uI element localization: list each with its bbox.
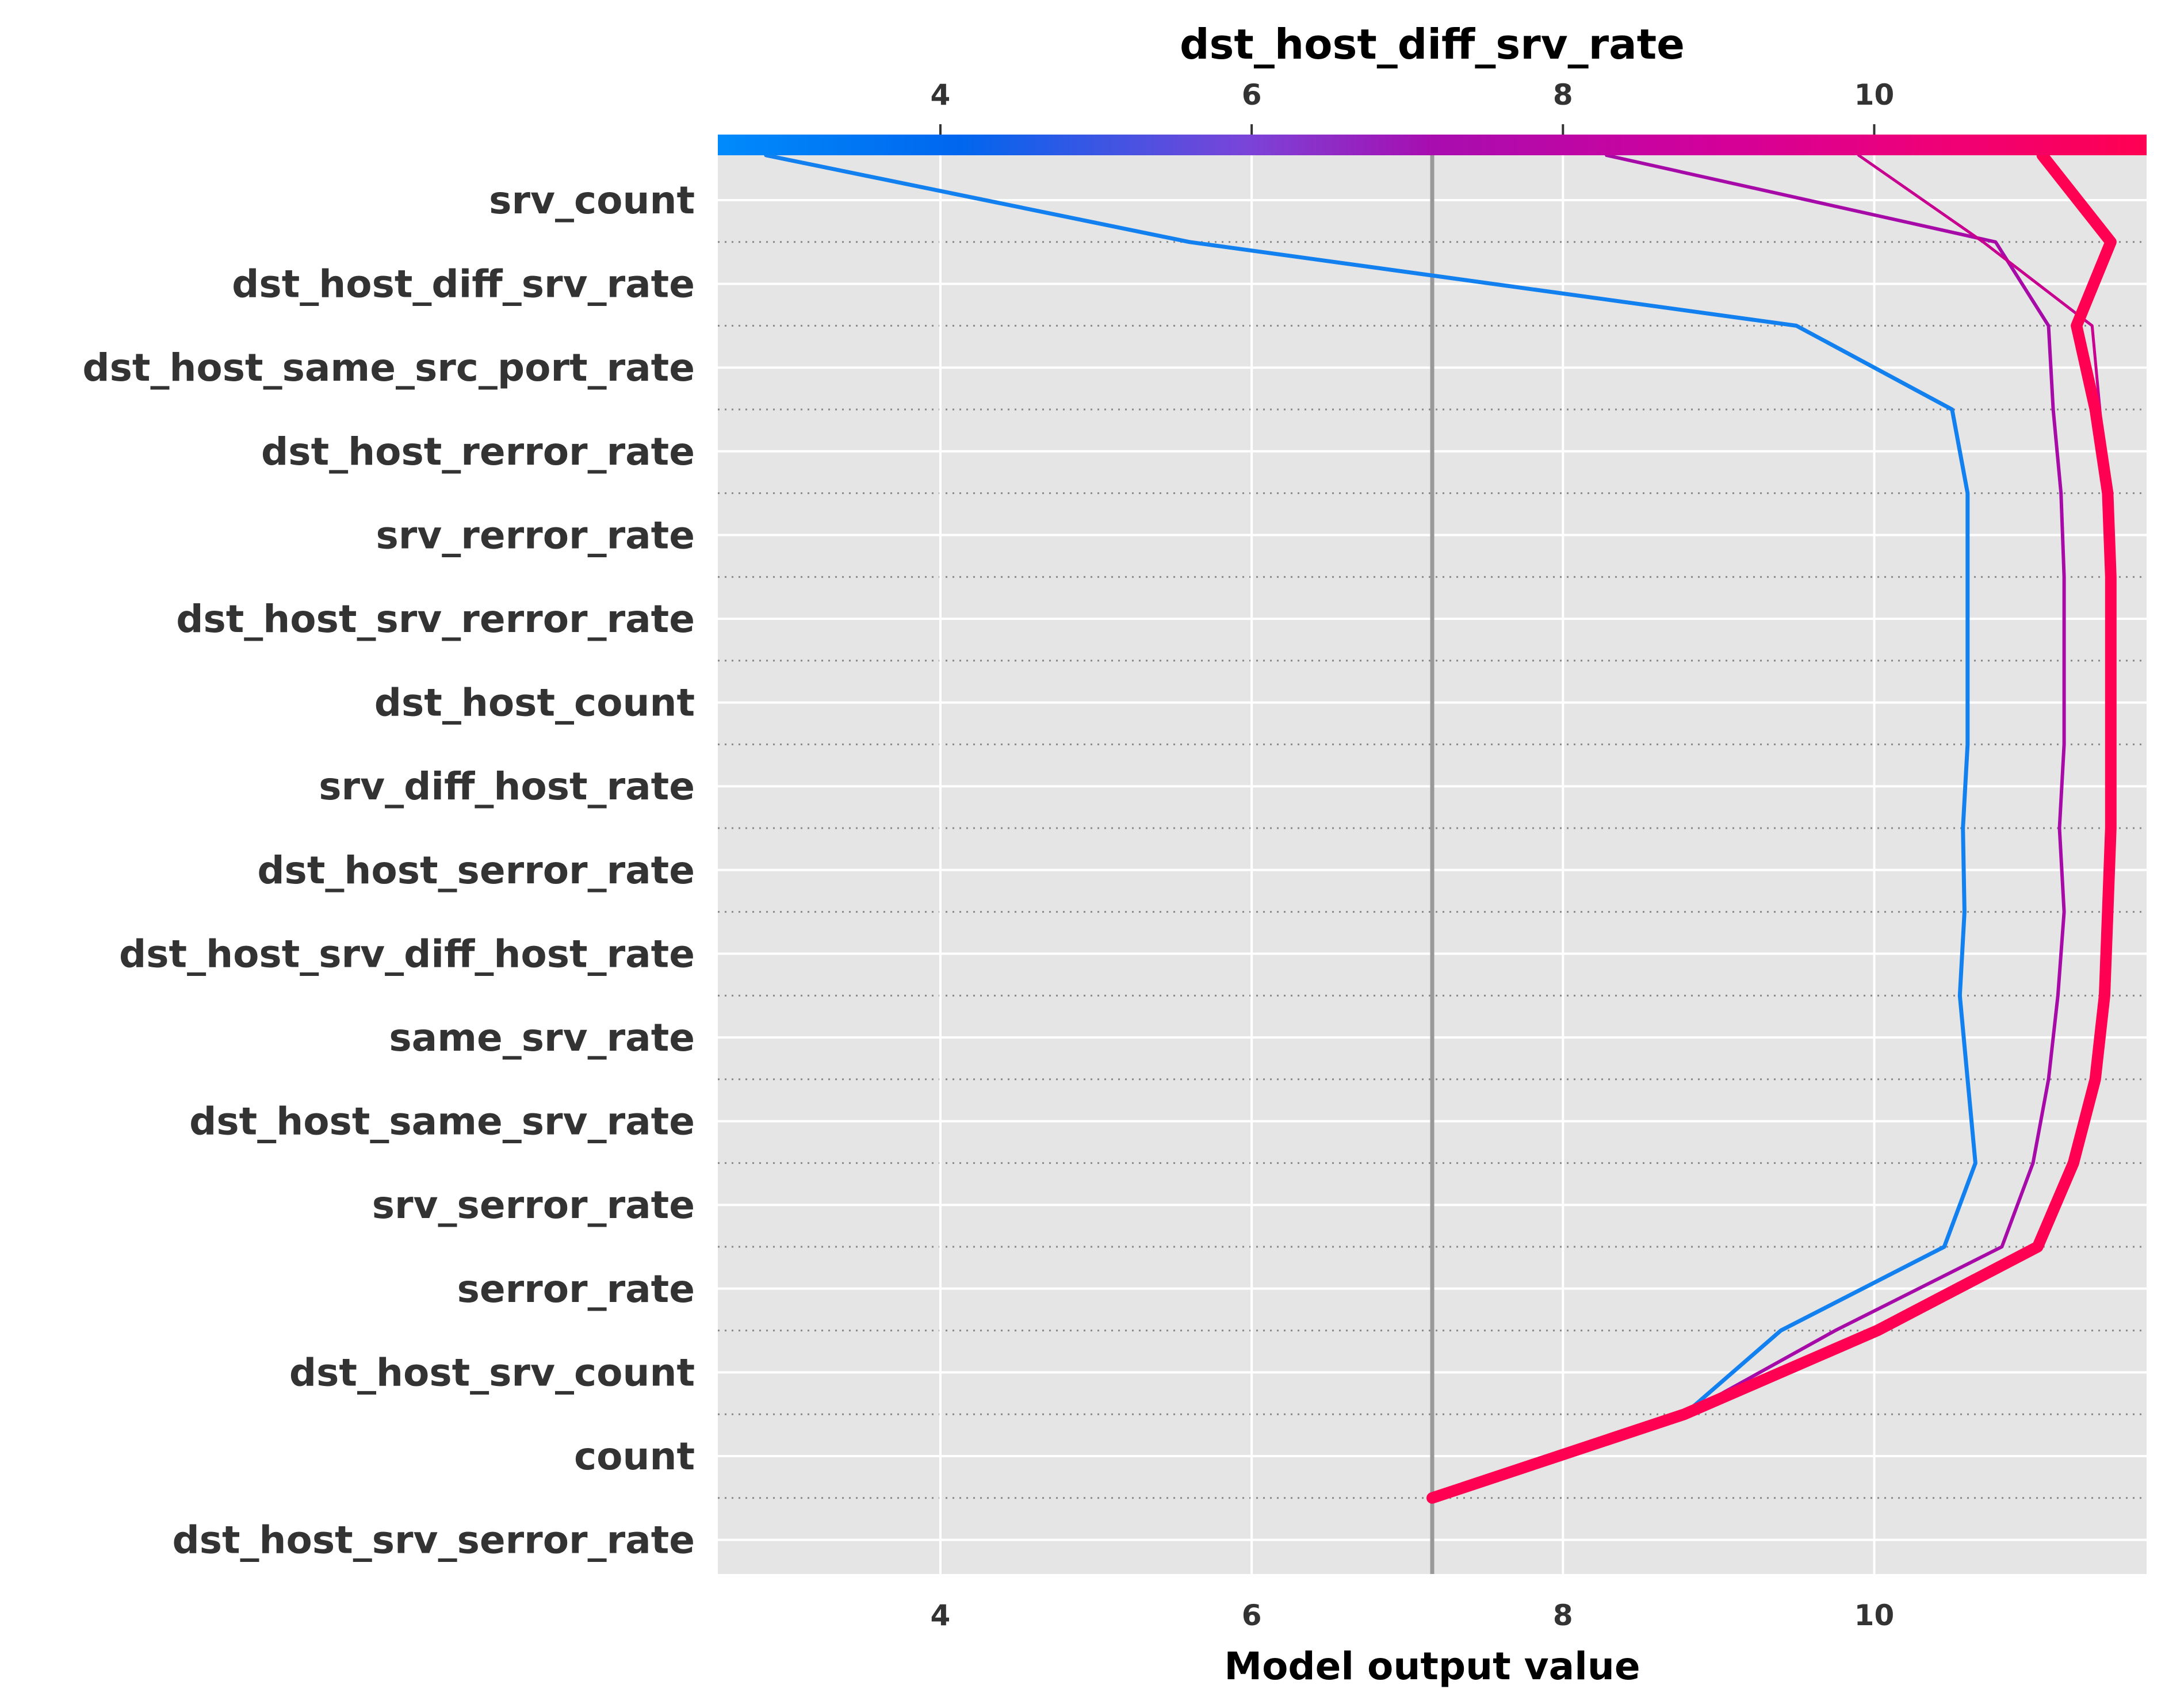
chart-title: dst_host_diff_srv_rate [1180, 20, 1685, 68]
feature-label: dst_host_same_src_port_rate [82, 346, 695, 390]
x-tick-label: 8 [1553, 1599, 1573, 1632]
feature-label: dst_host_rerror_rate [261, 430, 695, 474]
feature-labels: srv_count dst_host_diff_srv_rate dst_host_… [82, 178, 695, 1563]
top-tick-label: 4 [931, 78, 951, 112]
top-tick-label: 6 [1242, 78, 1262, 112]
feature-label: dst_host_same_srv_rate [189, 1100, 695, 1144]
top-tick-label: 8 [1553, 78, 1573, 112]
x-axis-label: Model output value [1224, 1644, 1640, 1688]
top-tick-label: 10 [1854, 78, 1895, 112]
feature-label: srv_count [489, 178, 695, 223]
colorbar [718, 135, 2147, 155]
feature-label: dst_host_count [374, 681, 695, 725]
x-tick-label: 10 [1854, 1599, 1895, 1632]
feature-label: dst_host_serror_rate [257, 848, 695, 893]
feature-label: srv_diff_host_rate [319, 764, 695, 809]
x-tick-label: 4 [931, 1599, 951, 1632]
feature-label: serror_rate [457, 1267, 695, 1311]
top-axis-ticks: 4 6 8 10 [931, 78, 1895, 135]
bottom-axis-ticks: 4 6 8 10 [931, 1599, 1895, 1632]
feature-label: dst_host_srv_serror_rate [172, 1518, 695, 1563]
x-tick-label: 6 [1242, 1599, 1262, 1632]
decision-path-1 [764, 153, 1977, 1500]
decision-path-2 [1430, 154, 2066, 1500]
feature-label: srv_serror_rate [372, 1183, 695, 1227]
feature-label: srv_rerror_rate [376, 513, 695, 557]
feature-label: dst_host_srv_count [289, 1350, 695, 1395]
series-layer [764, 150, 2117, 1504]
feature-label: same_srv_rate [389, 1016, 695, 1060]
feature-label: dst_host_srv_rerror_rate [176, 597, 695, 641]
feature-label: count [574, 1434, 695, 1479]
decision-path-4 [1426, 150, 2117, 1504]
feature-label: dst_host_diff_srv_rate [232, 262, 695, 307]
feature-label: dst_host_srv_diff_host_rate [119, 932, 695, 976]
